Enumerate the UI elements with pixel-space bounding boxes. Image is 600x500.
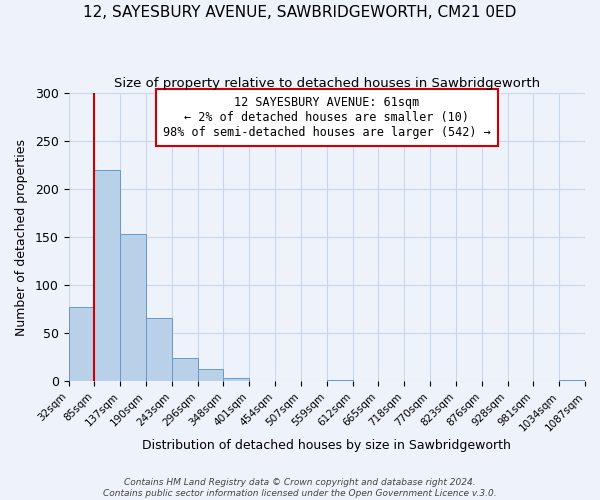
Bar	[223, 378, 250, 382]
X-axis label: Distribution of detached houses by size in Sawbridgeworth: Distribution of detached houses by size …	[142, 440, 511, 452]
Title: Size of property relative to detached houses in Sawbridgeworth: Size of property relative to detached ho…	[114, 78, 540, 90]
Text: 12 SAYESBURY AVENUE: 61sqm
← 2% of detached houses are smaller (10)
98% of semi-: 12 SAYESBURY AVENUE: 61sqm ← 2% of detac…	[163, 96, 491, 139]
Bar	[172, 358, 197, 382]
Bar	[146, 318, 172, 382]
Bar	[197, 369, 223, 382]
Text: 12, SAYESBURY AVENUE, SAWBRIDGEWORTH, CM21 0ED: 12, SAYESBURY AVENUE, SAWBRIDGEWORTH, CM…	[83, 5, 517, 20]
Bar	[94, 170, 120, 382]
Bar	[327, 380, 353, 382]
Bar	[120, 234, 146, 382]
Bar	[68, 308, 94, 382]
Text: Contains HM Land Registry data © Crown copyright and database right 2024.
Contai: Contains HM Land Registry data © Crown c…	[103, 478, 497, 498]
Y-axis label: Number of detached properties: Number of detached properties	[15, 138, 28, 336]
Bar	[559, 380, 585, 382]
